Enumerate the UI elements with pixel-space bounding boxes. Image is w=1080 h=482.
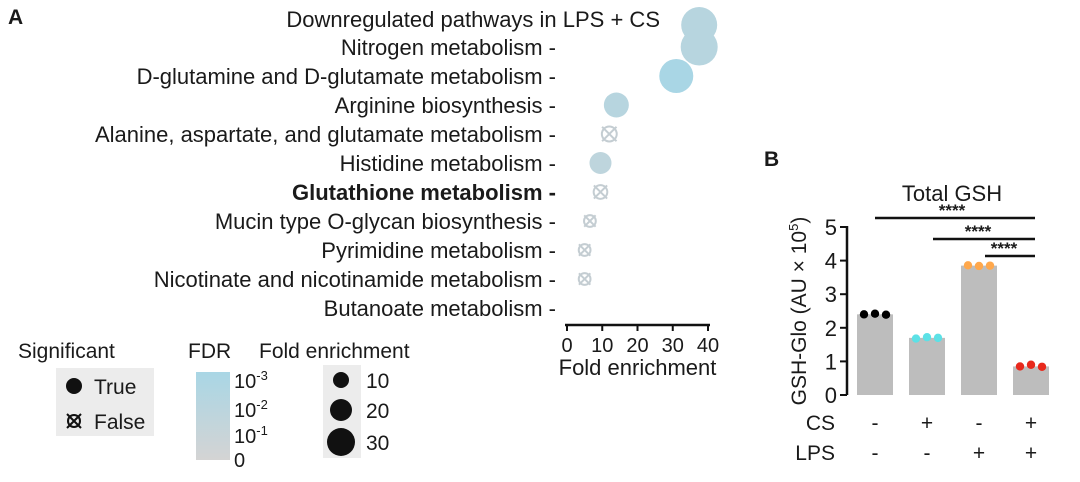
legend-fdr-tick: 0: [234, 450, 245, 472]
condition-sign: +: [921, 412, 933, 435]
replicate-dot: [1037, 362, 1047, 371]
x-axis-label: Fold enrichment: [559, 355, 717, 380]
category-label: Histidine metabolism -: [340, 151, 556, 176]
y-axis-label: GSH-Glo (AU × 105): [786, 217, 811, 406]
bar: [857, 314, 893, 395]
condition-sign: +: [1025, 442, 1037, 465]
data-point: [600, 125, 618, 143]
condition-sign: -: [872, 442, 879, 465]
condition-sign: +: [1025, 412, 1037, 435]
legend-fold-label: 30: [366, 432, 389, 455]
significance-label: ****: [939, 201, 966, 220]
bar: [909, 337, 945, 395]
replicate-dot: [1015, 362, 1025, 371]
legend-fold-title: Fold enrichment: [259, 340, 410, 363]
legend-significant-title: Significant: [18, 340, 115, 363]
data-point: [577, 272, 592, 286]
replicate-dot: [963, 261, 973, 270]
significance-label: ****: [965, 222, 992, 241]
panel-label-a: A: [8, 6, 23, 29]
legend-false-label: False: [94, 411, 145, 434]
x-tick-label: 0: [561, 335, 572, 357]
replicate-dot: [933, 333, 943, 343]
significance-label: ****: [991, 239, 1018, 258]
legend-fold-label: 10: [366, 370, 389, 393]
category-label: Alanine, aspartate, and glutamate metabo…: [95, 122, 556, 147]
y-tick-label: 2: [825, 316, 837, 341]
legend-fdr-tick: 10-3: [234, 368, 268, 393]
y-tick-label: 4: [825, 249, 837, 274]
legend-false-marker: [66, 413, 82, 429]
replicate-dot: [870, 309, 880, 318]
legend-fold-marker: [333, 372, 349, 388]
x-tick-label: 40: [697, 335, 719, 357]
replicate-dot: [881, 310, 891, 319]
category-label: Nicotinate and nicotinamide metabolism -: [154, 267, 556, 292]
legend-fold-marker: [330, 399, 352, 421]
chart-title-a: Downregulated pathways in LPS + CS: [286, 7, 660, 32]
replicate-dot: [985, 261, 995, 270]
x-tick-label: 30: [662, 335, 684, 357]
x-tick-label: 20: [626, 335, 648, 357]
panel-label-b: B: [764, 148, 779, 171]
category-label: Mucin type O-glycan biosynthesis -: [215, 209, 556, 234]
data-point: [583, 214, 597, 228]
legend-fold-marker: [327, 428, 355, 456]
replicate-dot: [922, 333, 932, 342]
y-tick-label: 1: [825, 349, 837, 374]
bar: [961, 265, 997, 395]
data-point: [589, 152, 612, 174]
category-label: D-glutamine and D-glutamate metabolism -: [137, 64, 556, 89]
data-point: [680, 28, 718, 66]
legend-fdr-tick: 10-1: [234, 423, 268, 448]
legend-fold-label: 20: [366, 400, 389, 423]
replicate-dot: [974, 261, 984, 271]
y-tick-label: 3: [825, 282, 837, 307]
dot-plot-panel: Downregulated pathways in LPS + CS Nitrog…: [18, 7, 719, 472]
condition-sign: -: [976, 412, 983, 435]
bar: [1013, 366, 1049, 395]
y-tick-label: 0: [825, 383, 837, 408]
data-point: [659, 59, 694, 93]
replicate-dot: [1026, 360, 1036, 369]
category-label: Arginine biosynthesis -: [335, 93, 556, 118]
condition-row-label: LPS: [795, 442, 835, 465]
legend-true-label: True: [94, 376, 136, 399]
category-label: Glutathione metabolism -: [292, 180, 556, 205]
legend-fdr-title: FDR: [188, 340, 231, 363]
category-label: Butanoate metabolism -: [324, 296, 556, 321]
data-point: [577, 243, 592, 257]
condition-sign: -: [872, 412, 879, 435]
condition-sign: +: [973, 442, 985, 465]
replicate-dot: [911, 334, 921, 343]
legend-true-marker: [66, 378, 82, 394]
data-point: [592, 184, 609, 200]
condition-row-label: CS: [806, 412, 835, 435]
data-point: [603, 92, 629, 118]
replicate-dot: [859, 310, 869, 319]
chart-title-b: Total GSH: [902, 181, 1002, 206]
legend-fdr-tick: 10-2: [234, 397, 268, 422]
category-label: Pyrimidine metabolism -: [321, 238, 556, 263]
legend-fdr-colorbar: [196, 372, 230, 460]
x-tick-label: 10: [591, 335, 613, 357]
condition-sign: -: [924, 442, 931, 465]
y-tick-label: 5: [825, 215, 837, 240]
category-label: Nitrogen metabolism -: [341, 35, 556, 60]
